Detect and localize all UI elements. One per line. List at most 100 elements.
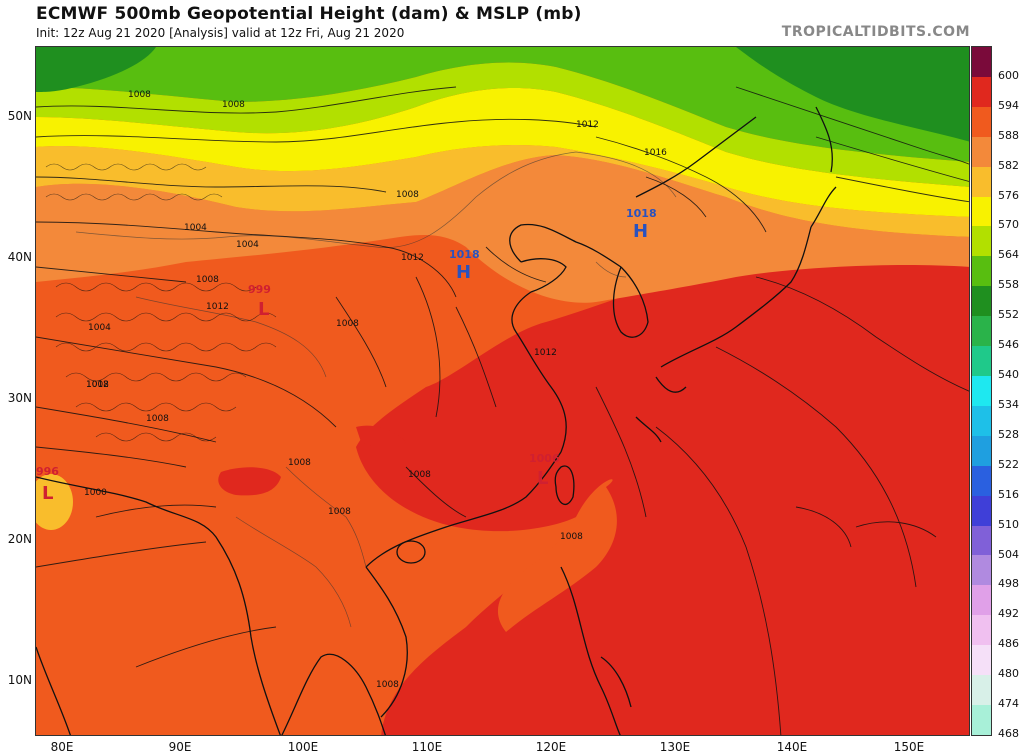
brand-watermark: TROPICALTIDBITS.COM bbox=[781, 24, 970, 40]
colorbar-label: 582 bbox=[998, 158, 1019, 172]
colorbar-label: 486 bbox=[998, 637, 1019, 651]
height-band-564 bbox=[36, 62, 969, 187]
colorbar-swatch bbox=[972, 645, 991, 676]
colorbar-label: 564 bbox=[998, 248, 1019, 262]
svg-text:1008: 1008 bbox=[196, 275, 219, 285]
coastlines bbox=[36, 106, 837, 735]
lat-label-30n: 30N bbox=[7, 391, 32, 405]
height-band-594-patch-west bbox=[218, 467, 281, 496]
height-band-582-pocket bbox=[36, 474, 73, 530]
colorbar-label: 504 bbox=[998, 547, 1019, 561]
isobar-labels: 1008 1008 1012 1016 1008 1004 1012 1004 … bbox=[84, 90, 667, 690]
svg-text:999: 999 bbox=[248, 283, 271, 296]
colorbar-label: 558 bbox=[998, 278, 1019, 292]
colorbar-swatch bbox=[972, 525, 991, 556]
height-band-594-patch-south-china bbox=[356, 425, 406, 449]
svg-text:1006: 1006 bbox=[529, 452, 560, 465]
colorbar-label: 480 bbox=[998, 667, 1019, 681]
colorbar-label: 510 bbox=[998, 517, 1019, 531]
colorbar-label: 522 bbox=[998, 457, 1019, 471]
svg-text:1008: 1008 bbox=[396, 190, 419, 200]
svg-text:1004: 1004 bbox=[236, 240, 259, 250]
height-band-552-ne bbox=[736, 47, 969, 142]
height-band-558 bbox=[36, 47, 969, 162]
lat-label-20n: 20N bbox=[7, 532, 32, 546]
svg-text:1012: 1012 bbox=[401, 253, 424, 263]
svg-text:1012: 1012 bbox=[534, 348, 557, 358]
colorbar-swatch bbox=[972, 704, 991, 735]
svg-text:1008: 1008 bbox=[288, 458, 311, 468]
height-band-588-pocket bbox=[497, 479, 617, 632]
svg-text:1008: 1008 bbox=[336, 319, 359, 329]
chart-title: ECMWF 500mb Geopotential Height (dam) & … bbox=[36, 4, 582, 24]
lon-label-130e: 130E bbox=[659, 740, 691, 754]
colorbar-label: 516 bbox=[998, 487, 1019, 501]
svg-text:1008: 1008 bbox=[328, 507, 351, 517]
country-borders bbox=[75, 151, 677, 628]
lat-label-40n: 40N bbox=[7, 250, 32, 264]
geopotential-map: 1018 H 1018 H 999 L 996 L 1006 L 1008 bbox=[35, 46, 970, 736]
low-pressure-center-taiwan: 1006 L bbox=[529, 452, 560, 489]
colorbar-swatch bbox=[972, 465, 991, 496]
pressure-systems: 1018 H 1018 H 999 L 996 L 1006 L bbox=[36, 207, 657, 504]
svg-text:L: L bbox=[537, 468, 548, 489]
svg-text:1018: 1018 bbox=[449, 248, 480, 261]
svg-text:1008: 1008 bbox=[128, 90, 151, 100]
svg-text:1000: 1000 bbox=[84, 488, 107, 498]
svg-text:996: 996 bbox=[36, 465, 59, 478]
colorbar-label: 594 bbox=[998, 98, 1019, 112]
svg-text:1012: 1012 bbox=[576, 120, 599, 130]
terrain-contours bbox=[45, 163, 277, 442]
lon-label-120e: 120E bbox=[535, 740, 567, 754]
colorbar-label: 540 bbox=[998, 368, 1019, 382]
colorbar-swatch bbox=[972, 286, 991, 317]
colorbar-swatch bbox=[972, 585, 991, 616]
svg-text:1012: 1012 bbox=[206, 302, 229, 312]
high-pressure-center-north-china: 1018 H bbox=[449, 248, 480, 283]
colorbar-swatch bbox=[972, 226, 991, 257]
svg-text:1004: 1004 bbox=[184, 223, 207, 233]
height-band-582 bbox=[36, 155, 969, 303]
low-pressure-center-bay-of-bengal: 996 L bbox=[36, 465, 59, 504]
lat-label-50n: 50N bbox=[7, 109, 32, 123]
lon-label-140e: 140E bbox=[776, 740, 808, 754]
colorbar-swatch bbox=[972, 47, 991, 77]
svg-text:1008: 1008 bbox=[408, 470, 431, 480]
svg-text:1016: 1016 bbox=[644, 148, 667, 158]
lon-label-80e: 80E bbox=[50, 740, 74, 754]
svg-text:1008: 1008 bbox=[86, 380, 109, 390]
svg-text:H: H bbox=[633, 221, 648, 242]
svg-text:1008: 1008 bbox=[146, 414, 169, 424]
colorbar-swatch bbox=[972, 106, 991, 137]
colorbar-swatch bbox=[972, 555, 991, 586]
colorbar-label: 552 bbox=[998, 308, 1019, 322]
colorbar-label: 570 bbox=[998, 218, 1019, 232]
colorbar-label: 498 bbox=[998, 577, 1019, 591]
colorbar-label: 588 bbox=[998, 128, 1019, 142]
lon-label-90e: 90E bbox=[168, 740, 192, 754]
colorbar-swatch bbox=[972, 136, 991, 167]
svg-text:1012: 1012 bbox=[86, 380, 109, 390]
lon-label-100e: 100E bbox=[287, 740, 319, 754]
svg-text:H: H bbox=[456, 262, 471, 283]
colorbar-swatch bbox=[972, 495, 991, 526]
chart-subtitle: Init: 12z Aug 21 2020 [Analysis] valid a… bbox=[36, 26, 405, 40]
svg-text:1018: 1018 bbox=[626, 207, 657, 220]
height-band-552-nw bbox=[36, 47, 156, 92]
colorbar-swatch bbox=[972, 256, 991, 287]
svg-text:L: L bbox=[42, 483, 53, 504]
colorbar-label: 492 bbox=[998, 607, 1019, 621]
colorbar-label: 528 bbox=[998, 427, 1019, 441]
colorbar-label: 576 bbox=[998, 188, 1019, 202]
colorbar-swatch bbox=[972, 166, 991, 197]
lon-label-150e: 150E bbox=[893, 740, 925, 754]
height-band-570 bbox=[36, 88, 969, 217]
colorbar-label: 474 bbox=[998, 697, 1019, 711]
colorbar-swatch bbox=[972, 346, 991, 376]
colorbar-label: 534 bbox=[998, 397, 1019, 411]
colorbar-label: 468 bbox=[998, 727, 1019, 740]
low-pressure-center-tibet: 999 L bbox=[248, 283, 271, 320]
colorbar-swatch bbox=[972, 405, 991, 436]
svg-text:L: L bbox=[258, 299, 269, 320]
lon-label-110e: 110E bbox=[411, 740, 443, 754]
